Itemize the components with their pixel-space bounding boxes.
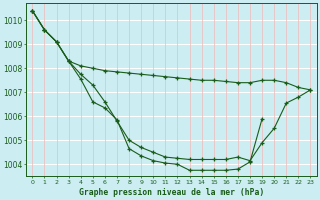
X-axis label: Graphe pression niveau de la mer (hPa): Graphe pression niveau de la mer (hPa)	[79, 188, 264, 197]
